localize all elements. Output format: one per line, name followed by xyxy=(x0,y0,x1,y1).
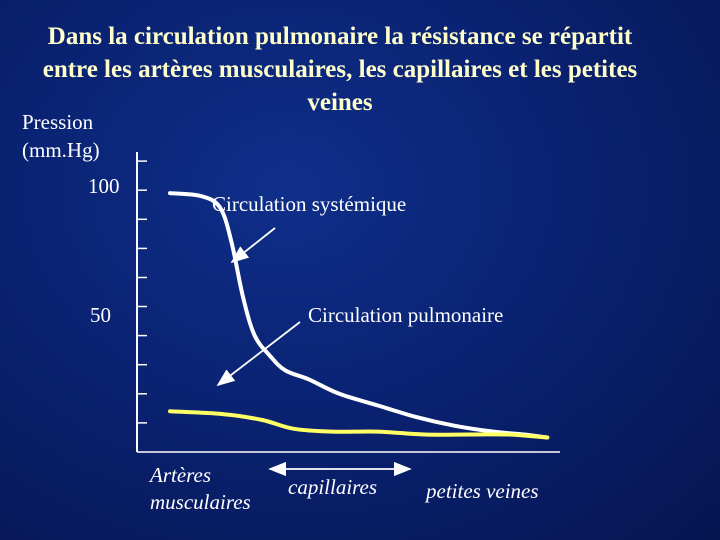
y-tick-marks xyxy=(137,160,147,424)
category-label-arteres-line2: musculaires xyxy=(150,490,251,514)
y-tick-label-50: 50 xyxy=(90,303,111,327)
series-line-systemic xyxy=(168,191,550,440)
series-line-pulmonary xyxy=(168,409,550,440)
arrow-pulmonary xyxy=(216,321,301,387)
category-label-arteres: Artères musculaires xyxy=(150,462,251,516)
label-pulmonary: Circulation pulmonaire xyxy=(308,303,504,327)
category-label-arteres-line1: Artères xyxy=(150,463,212,487)
category-label-petites-veines: petites veines xyxy=(426,479,539,503)
y-axis-label-line2: (mm.Hg) xyxy=(22,138,100,162)
arrow-systemic xyxy=(230,227,276,264)
label-systemic: Circulation systémique xyxy=(212,192,407,216)
y-axis-label: Pression (mm.Hg) xyxy=(22,108,100,164)
chart-title: Dans la circulation pulmonaire la résist… xyxy=(42,23,638,116)
y-tick-label-100: 100 xyxy=(88,174,120,198)
y-axis-label-line1: Pression xyxy=(22,110,94,134)
category-label-capillaires: capillaires xyxy=(288,475,378,499)
